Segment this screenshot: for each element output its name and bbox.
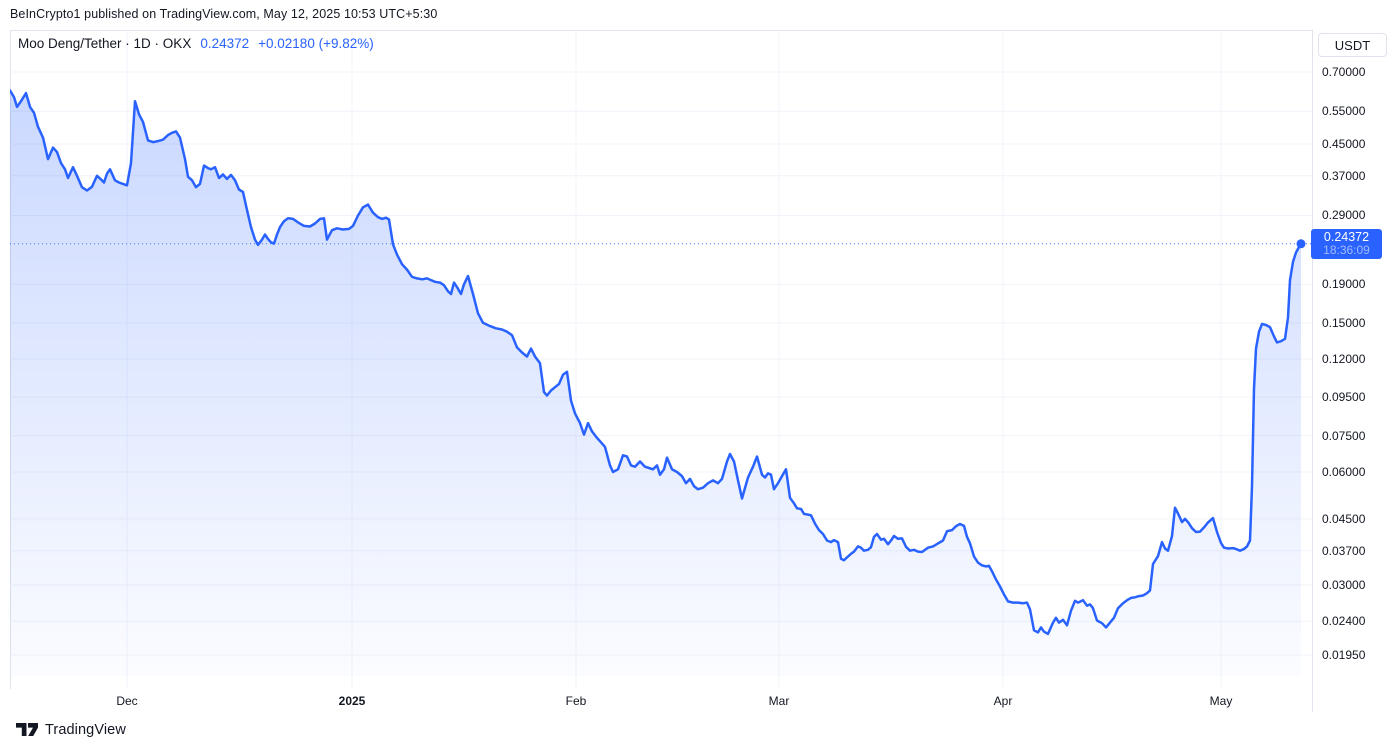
price-tick-label: 0.70000: [1322, 65, 1366, 79]
time-tick-label: Mar: [768, 694, 790, 708]
price-tick-label: 0.15000: [1322, 315, 1366, 330]
chart-canvas[interactable]: [10, 30, 1312, 689]
time-tick-label: Feb: [565, 694, 587, 708]
footer-brand[interactable]: TradingView: [16, 722, 126, 738]
price-tick-label: 0.29000: [1322, 208, 1366, 223]
last-price-badge: 0.24372 18:36:09: [1311, 228, 1382, 259]
badge-countdown: 18:36:09: [1323, 242, 1370, 257]
attribution-text: BeInCrypto1 published on TradingView.com…: [10, 7, 438, 21]
last-price-dot: [1296, 239, 1306, 249]
legend-change: +0.02180 (+9.82%): [258, 36, 374, 51]
price-tick-label: 0.03000: [1322, 577, 1366, 592]
price-tick-label: 0.37000: [1322, 168, 1366, 183]
price-tick-label: 0.06000: [1322, 465, 1366, 479]
time-tick-label: 2025: [338, 694, 366, 708]
price-tick-label: 0.07500: [1322, 428, 1366, 443]
price-tick-label: 0.19000: [1322, 277, 1366, 292]
price-tick-label: 0.12000: [1322, 352, 1366, 367]
price-tick-label: 0.02400: [1322, 614, 1366, 629]
time-axis[interactable]: Dec 2025 Feb Mar Apr May: [10, 689, 1312, 712]
time-tick-label: Apr: [993, 694, 1013, 708]
price-tick-label: 0.09500: [1322, 390, 1366, 405]
price-area-fill: [10, 90, 1301, 676]
price-tick-label: 0.01950: [1322, 648, 1366, 662]
time-tick-label: May: [1209, 694, 1233, 708]
symbol-title[interactable]: Moo Deng/Tether · 1D · OKX: [18, 36, 192, 51]
price-tick-label: 0.55000: [1322, 104, 1366, 119]
price-tick-label: 0.04500: [1322, 511, 1366, 526]
tradingview-logo-text: TradingView: [45, 722, 126, 738]
time-tick-label: Dec: [116, 694, 138, 708]
price-axis-separator: [1312, 30, 1313, 712]
badge-price: 0.24372: [1323, 229, 1370, 244]
price-tick-label: 0.45000: [1322, 136, 1366, 151]
price-tick-label: 0.03700: [1322, 543, 1366, 558]
price-axis[interactable]: USDT 0.24372 18:36:09 0.70000 0.55000 0.45…: [1311, 30, 1400, 712]
price-line: [10, 89, 1303, 636]
currency-unit-button[interactable]: USDT: [1318, 33, 1387, 57]
symbol-legend[interactable]: Moo Deng/Tether · 1D · OKX 0.24372 +0.02…: [18, 36, 374, 51]
legend-last-price: 0.24372: [200, 36, 250, 51]
tradingview-logo-icon: [16, 723, 38, 736]
